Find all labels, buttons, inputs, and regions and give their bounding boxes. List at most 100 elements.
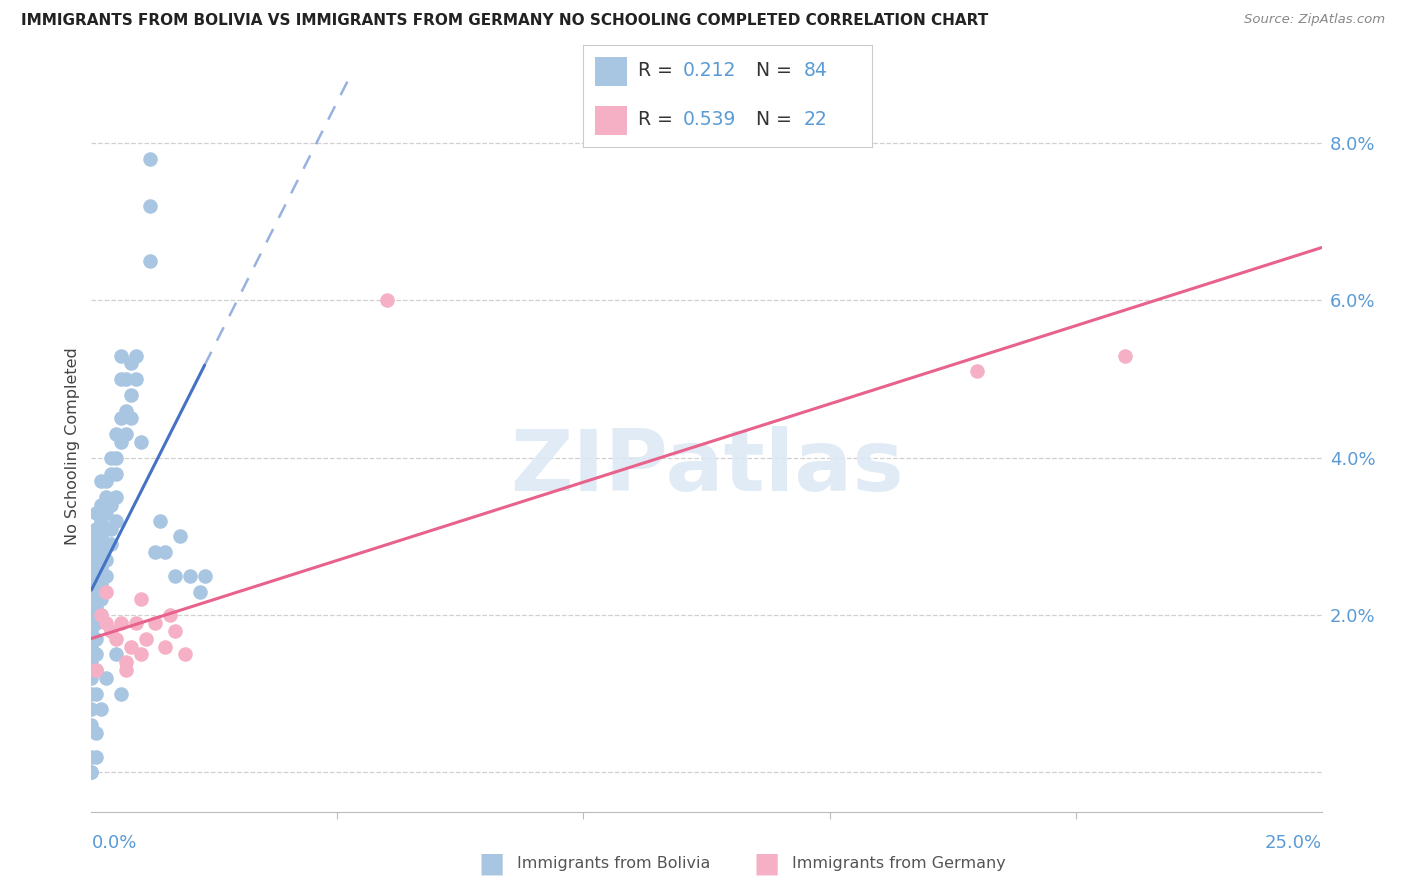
Point — [110, 349, 132, 363]
Point — [96, 490, 117, 504]
Point — [96, 584, 117, 599]
Point — [100, 522, 122, 536]
Point — [90, 475, 112, 489]
Point — [129, 648, 152, 662]
Point — [80, 702, 103, 716]
Point — [145, 545, 166, 559]
Point — [163, 624, 186, 638]
Point — [86, 663, 108, 677]
Point — [129, 435, 152, 450]
Point — [124, 349, 146, 363]
Point — [86, 584, 108, 599]
Point — [80, 640, 103, 654]
Text: N =: N = — [756, 111, 799, 129]
Point — [100, 498, 122, 512]
Text: Source: ZipAtlas.com: Source: ZipAtlas.com — [1244, 13, 1385, 27]
Point — [86, 506, 108, 520]
Point — [105, 427, 127, 442]
Point — [105, 514, 127, 528]
Point — [179, 568, 201, 582]
Text: ■: ■ — [754, 849, 779, 878]
Point — [96, 475, 117, 489]
Point — [966, 364, 988, 378]
Point — [153, 640, 177, 654]
Point — [80, 545, 103, 559]
Point — [96, 506, 117, 520]
Point — [96, 671, 117, 685]
Point — [86, 615, 108, 630]
Point — [80, 529, 103, 543]
Point — [129, 592, 152, 607]
Point — [139, 199, 162, 213]
Point — [86, 522, 108, 536]
Point — [1114, 349, 1136, 363]
Bar — [595, 106, 627, 135]
Point — [90, 561, 112, 575]
Point — [86, 726, 108, 740]
Point — [80, 592, 103, 607]
Text: N =: N = — [756, 62, 799, 80]
Point — [80, 624, 103, 638]
Point — [100, 450, 122, 465]
Point — [80, 576, 103, 591]
Point — [105, 467, 127, 481]
Point — [139, 152, 162, 166]
Point — [114, 663, 138, 677]
Point — [193, 568, 217, 582]
Point — [96, 615, 117, 630]
Point — [120, 356, 142, 370]
Point — [105, 490, 127, 504]
Point — [110, 411, 132, 425]
Point — [114, 372, 138, 386]
Point — [145, 615, 166, 630]
Point — [114, 403, 138, 417]
Text: 25.0%: 25.0% — [1264, 834, 1322, 852]
Point — [80, 561, 103, 575]
Point — [375, 293, 398, 308]
Point — [110, 435, 132, 450]
Text: ■: ■ — [479, 849, 505, 878]
Point — [90, 608, 112, 623]
Point — [90, 498, 112, 512]
Point — [120, 388, 142, 402]
Point — [80, 608, 103, 623]
Point — [80, 749, 103, 764]
Text: Immigrants from Germany: Immigrants from Germany — [792, 856, 1005, 871]
Point — [90, 514, 112, 528]
Point — [149, 514, 172, 528]
Point — [86, 663, 108, 677]
Point — [105, 450, 127, 465]
Point — [86, 749, 108, 764]
Point — [120, 640, 142, 654]
Point — [96, 522, 117, 536]
Text: 0.212: 0.212 — [683, 62, 737, 80]
Point — [80, 765, 103, 780]
Y-axis label: No Schooling Completed: No Schooling Completed — [65, 347, 80, 545]
Text: IMMIGRANTS FROM BOLIVIA VS IMMIGRANTS FROM GERMANY NO SCHOOLING COMPLETED CORREL: IMMIGRANTS FROM BOLIVIA VS IMMIGRANTS FR… — [21, 13, 988, 29]
Text: Immigrants from Bolivia: Immigrants from Bolivia — [517, 856, 711, 871]
Point — [124, 372, 146, 386]
Point — [90, 576, 112, 591]
Point — [100, 467, 122, 481]
Point — [86, 553, 108, 567]
Point — [124, 615, 146, 630]
Text: ZIPatlas: ZIPatlas — [509, 426, 904, 509]
Point — [86, 632, 108, 646]
Point — [110, 372, 132, 386]
Point — [110, 615, 132, 630]
Point — [96, 568, 117, 582]
Point — [86, 687, 108, 701]
Text: 0.0%: 0.0% — [91, 834, 136, 852]
Point — [90, 702, 112, 716]
Point — [80, 765, 103, 780]
Point — [86, 568, 108, 582]
Text: R =: R = — [638, 62, 679, 80]
Point — [114, 427, 138, 442]
Point — [90, 592, 112, 607]
Point — [188, 584, 211, 599]
Point — [90, 545, 112, 559]
Point — [174, 648, 197, 662]
Point — [105, 648, 127, 662]
Point — [80, 671, 103, 685]
Point — [135, 632, 156, 646]
